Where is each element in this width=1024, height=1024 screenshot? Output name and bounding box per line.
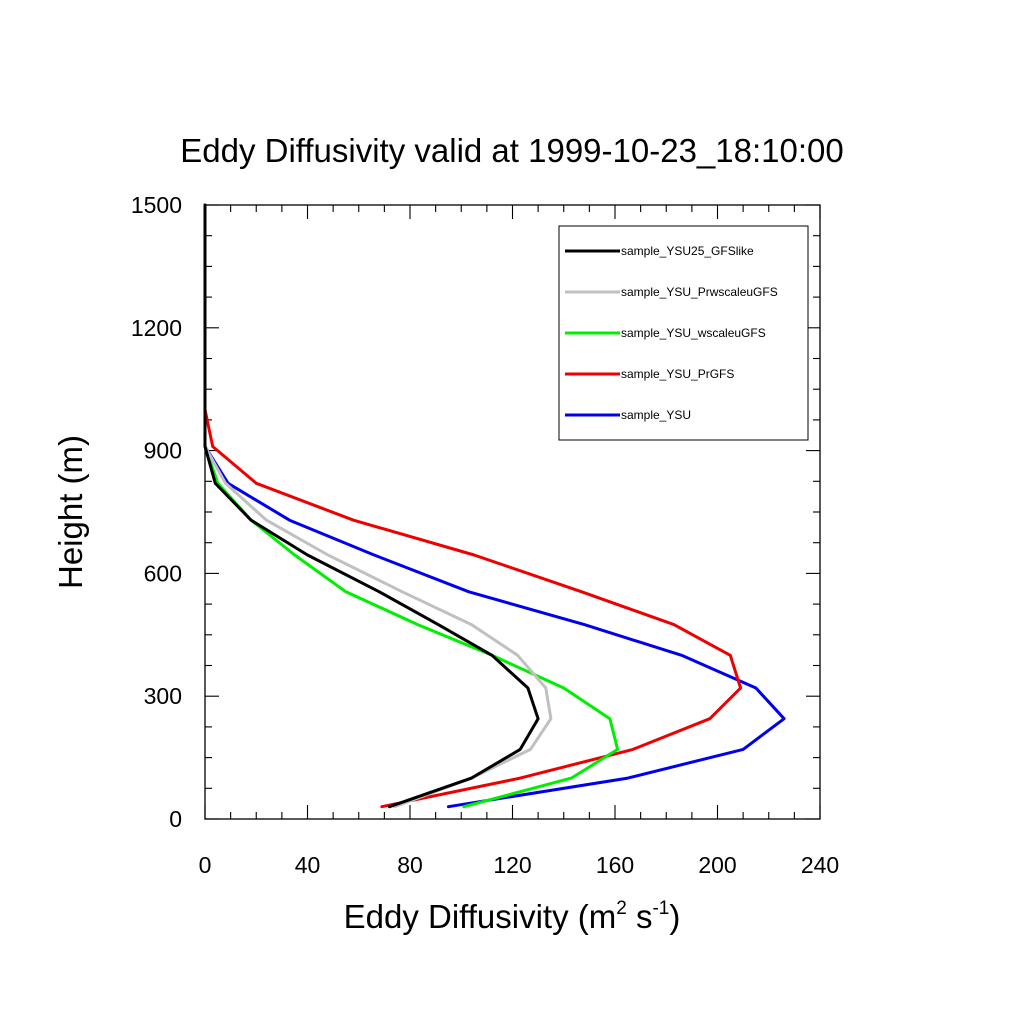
x-tick-label: 40 <box>295 852 321 878</box>
chart-title: Eddy Diffusivity valid at 1999-10-23_18:… <box>180 132 843 169</box>
y-tick-label: 0 <box>169 806 182 832</box>
y-tick-label: 1200 <box>131 315 182 341</box>
x-tick-label: 0 <box>199 852 212 878</box>
x-tick-label: 120 <box>493 852 531 878</box>
legend-label: sample_YSU_PrGFS <box>621 367 734 381</box>
y-tick-label: 900 <box>144 438 182 464</box>
legend-label: sample_YSU25_GFSlike <box>621 244 754 258</box>
series-lines <box>203 203 786 809</box>
x-axis-label: Eddy Diffusivity (m2 s-1) <box>344 898 681 935</box>
legend: sample_YSU25_GFSlike sample_YSU_Prwscaleu… <box>558 225 809 441</box>
y-axis-label: Height (m) <box>52 435 89 589</box>
series-line-sample_YSU_PrwscaleuGFS <box>203 203 553 809</box>
legend-label: sample_YSU_wscaleuGFS <box>621 326 766 340</box>
x-tick-label: 80 <box>397 852 423 878</box>
plot-axes: 0 40 80 120 160 200 240 0 300 600 900 1200 1500 <box>131 192 839 878</box>
y-tick-label: 300 <box>144 683 182 709</box>
series-line-sample_YSU25_GFSlike <box>203 203 540 809</box>
x-tick-label: 160 <box>596 852 634 878</box>
legend-label: sample_YSU <box>621 408 691 422</box>
legend-box <box>558 225 809 441</box>
y-tick-label: 600 <box>144 560 182 586</box>
y-tick-label: 1500 <box>131 192 182 218</box>
x-tick-label: 240 <box>801 852 839 878</box>
x-tick-label: 200 <box>698 852 736 878</box>
legend-label: sample_YSU_PrwscaleuGFS <box>621 285 778 299</box>
